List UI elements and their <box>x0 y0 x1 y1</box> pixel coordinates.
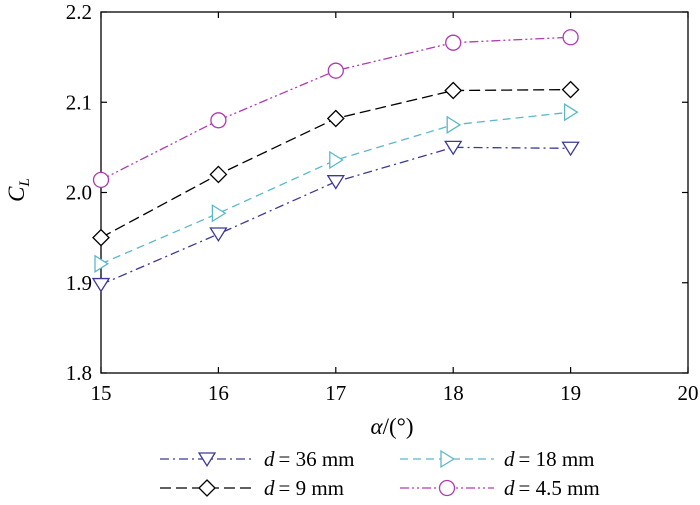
x-tick-label: 18 <box>443 381 464 405</box>
data-point <box>210 112 227 129</box>
legend-label: d = 9 mm <box>264 476 344 500</box>
data-point <box>561 141 580 157</box>
series-layer <box>91 29 580 293</box>
data-point <box>326 109 345 128</box>
data-point <box>445 34 462 51</box>
series-circle <box>92 29 579 189</box>
y-axis-label: CL <box>4 178 33 202</box>
y-axis-ticks: 1.8 1.9 2.0 2.1 2.2 <box>66 0 688 385</box>
legend: d = 36 mm d = 18 mm d = 9 mm d = 4.5 mm <box>160 447 600 500</box>
legend-label: d = 36 mm <box>264 447 355 471</box>
data-point <box>446 115 462 134</box>
plot-frame <box>100 11 689 374</box>
data-point <box>92 171 110 189</box>
data-point <box>92 228 110 247</box>
legend-marker <box>197 452 217 468</box>
axes <box>100 11 689 374</box>
x-tick-label: 20 <box>678 381 699 405</box>
data-point <box>91 277 111 293</box>
data-point <box>209 165 228 184</box>
series-triangle-right <box>94 103 579 273</box>
legend-marker <box>438 479 456 497</box>
data-point <box>561 80 580 99</box>
y-tick-label: 2.0 <box>66 181 92 205</box>
x-axis-label: α/(°) <box>371 414 414 439</box>
data-point <box>329 150 344 170</box>
y-tick-label: 1.8 <box>66 361 92 385</box>
data-point <box>562 29 579 46</box>
x-tick-label: 15 <box>91 381 112 405</box>
x-axis-ticks: 15 16 17 18 19 20 <box>91 12 699 405</box>
y-tick-label: 1.9 <box>66 271 92 295</box>
data-point <box>444 81 463 100</box>
legend-marker <box>440 449 456 469</box>
series-triangle-down <box>91 140 580 293</box>
series-line <box>100 146 571 286</box>
series-line <box>100 111 571 265</box>
legend-item: d = 4.5 mm <box>400 476 600 500</box>
data-point <box>326 175 345 190</box>
legend-item: d = 9 mm <box>160 476 344 500</box>
data-point <box>94 254 110 273</box>
legend-item: d = 18 mm <box>400 447 595 471</box>
series-diamond <box>92 80 580 247</box>
legend-label: d = 18 mm <box>504 447 595 471</box>
y-tick-label: 2.2 <box>66 0 92 24</box>
x-tick-label: 17 <box>325 381 346 405</box>
data-point <box>444 140 463 156</box>
data-point <box>327 62 344 79</box>
data-point <box>211 204 227 223</box>
x-tick-label: 19 <box>560 381 581 405</box>
data-point <box>563 103 579 122</box>
x-tick-label: 16 <box>208 381 229 405</box>
legend-label: d = 4.5 mm <box>504 476 600 500</box>
legend-marker <box>198 479 216 497</box>
y-tick-label: 2.1 <box>66 90 92 114</box>
data-point <box>209 227 228 243</box>
legend-item: d = 36 mm <box>160 447 355 471</box>
